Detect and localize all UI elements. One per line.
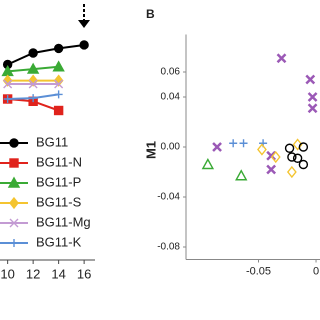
marker [305, 74, 316, 85]
marker [79, 40, 89, 50]
marker [292, 138, 303, 151]
marker [266, 164, 277, 175]
arrow [78, 4, 90, 28]
marker [298, 142, 309, 152]
marker [53, 105, 64, 116]
marker [52, 60, 65, 72]
line [7, 43, 85, 66]
marker [266, 150, 277, 161]
y-tick-label: -0.04 [157, 192, 180, 203]
y-tick-label: 0.04 [161, 92, 181, 103]
x-tick-label: 14 [51, 266, 65, 281]
marker [54, 79, 64, 89]
marker [257, 143, 267, 156]
x-tick-label: 12 [26, 266, 40, 281]
marker [3, 95, 12, 103]
y-tick-label: 0.06 [161, 67, 181, 78]
legend-label: BG11-Mg [36, 214, 91, 229]
legend-label: BG11-S [36, 194, 82, 209]
marker [9, 158, 19, 168]
marker [9, 218, 19, 228]
x-tick-label: 10 [0, 266, 14, 281]
marker [292, 153, 303, 163]
marker [270, 150, 281, 164]
marker [286, 165, 297, 179]
marker [276, 53, 287, 64]
marker [298, 159, 309, 170]
x-tick-label: -0.05 [246, 265, 271, 277]
y-axis-label: M1 [143, 141, 158, 159]
marker [284, 143, 295, 153]
plot [1, 40, 89, 116]
marker [229, 139, 238, 148]
marker [53, 43, 64, 54]
marker [28, 79, 38, 89]
legend-label: BG11-N [36, 154, 82, 169]
marker [235, 169, 248, 181]
y-tick-label: -0.08 [157, 242, 180, 253]
marker [201, 158, 215, 170]
marker [53, 74, 64, 87]
legend-label: BG11 [36, 134, 68, 149]
marker [307, 103, 318, 114]
marker [54, 90, 63, 99]
x-tick-label: 0 [313, 265, 319, 277]
marker [9, 196, 19, 210]
marker [239, 139, 248, 148]
marker [307, 92, 318, 102]
marker [212, 142, 222, 152]
marker [29, 94, 38, 103]
panel-label: B [146, 7, 155, 21]
marker [9, 138, 19, 148]
y-tick-label: 0.00 [161, 142, 181, 153]
x-tick-label: 16 [77, 266, 91, 281]
legend-label: BG11-P [36, 174, 81, 189]
marker [28, 48, 38, 58]
marker [3, 79, 13, 89]
marker [10, 239, 18, 247]
marker [287, 152, 297, 162]
marker [26, 62, 40, 74]
marker [7, 176, 21, 188]
marker [2, 74, 13, 87]
legend-label: BG11-K [36, 234, 82, 249]
